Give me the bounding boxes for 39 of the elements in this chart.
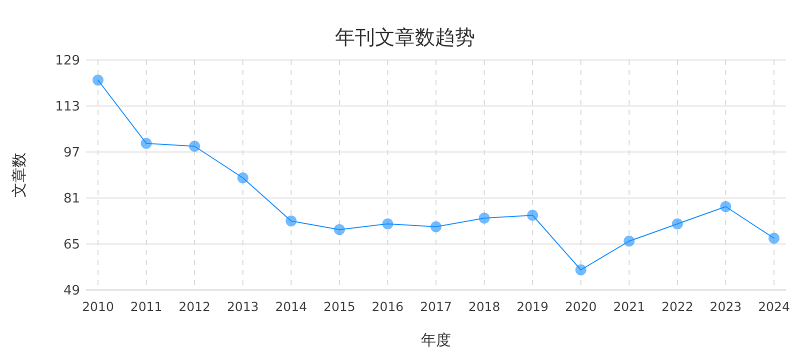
x-tick-label: 2010 [82, 299, 114, 314]
point [382, 218, 394, 230]
point [720, 201, 732, 212]
y-tick-label: 97 [63, 146, 80, 160]
x-tick-label: 2023 [710, 299, 742, 314]
y-axis-title: 文章数 [10, 152, 28, 198]
point [286, 216, 297, 226]
point [768, 232, 780, 244]
x-tick-label: 2019 [516, 299, 549, 314]
x-tick-label: 2017 [420, 299, 452, 314]
point [478, 212, 490, 224]
point [92, 74, 104, 86]
x-tick-label: 2014 [275, 299, 308, 314]
point [430, 221, 442, 232]
point [672, 218, 683, 230]
x-tick-label: 2011 [130, 299, 162, 314]
y-tick-label: 81 [63, 192, 80, 206]
point [624, 236, 635, 247]
x-tick-label: 2022 [662, 299, 694, 314]
point [575, 264, 586, 276]
y-tick-label: 65 [63, 238, 80, 252]
chart-title: 年刊文章数趋势 [335, 25, 475, 49]
x-tick-label: 2024 [758, 299, 790, 314]
x-tick-label: 2013 [226, 299, 259, 314]
x-tick-label: 2012 [178, 299, 210, 314]
x-axis-title: 年度 [421, 331, 451, 349]
x-tick-label: 2020 [564, 299, 597, 314]
x-tick-label: 2015 [324, 299, 356, 314]
x-tick-label: 2018 [468, 299, 500, 314]
point [140, 138, 152, 149]
x-tick-label: 2016 [372, 299, 404, 314]
y-tick-label: 113 [55, 100, 80, 114]
x-tick-label: 2021 [613, 299, 646, 314]
point [527, 210, 538, 221]
point [334, 224, 345, 236]
point [189, 140, 200, 152]
point [237, 172, 248, 184]
y-tick-label: 129 [55, 54, 80, 68]
y-tick-label: 49 [63, 284, 80, 298]
